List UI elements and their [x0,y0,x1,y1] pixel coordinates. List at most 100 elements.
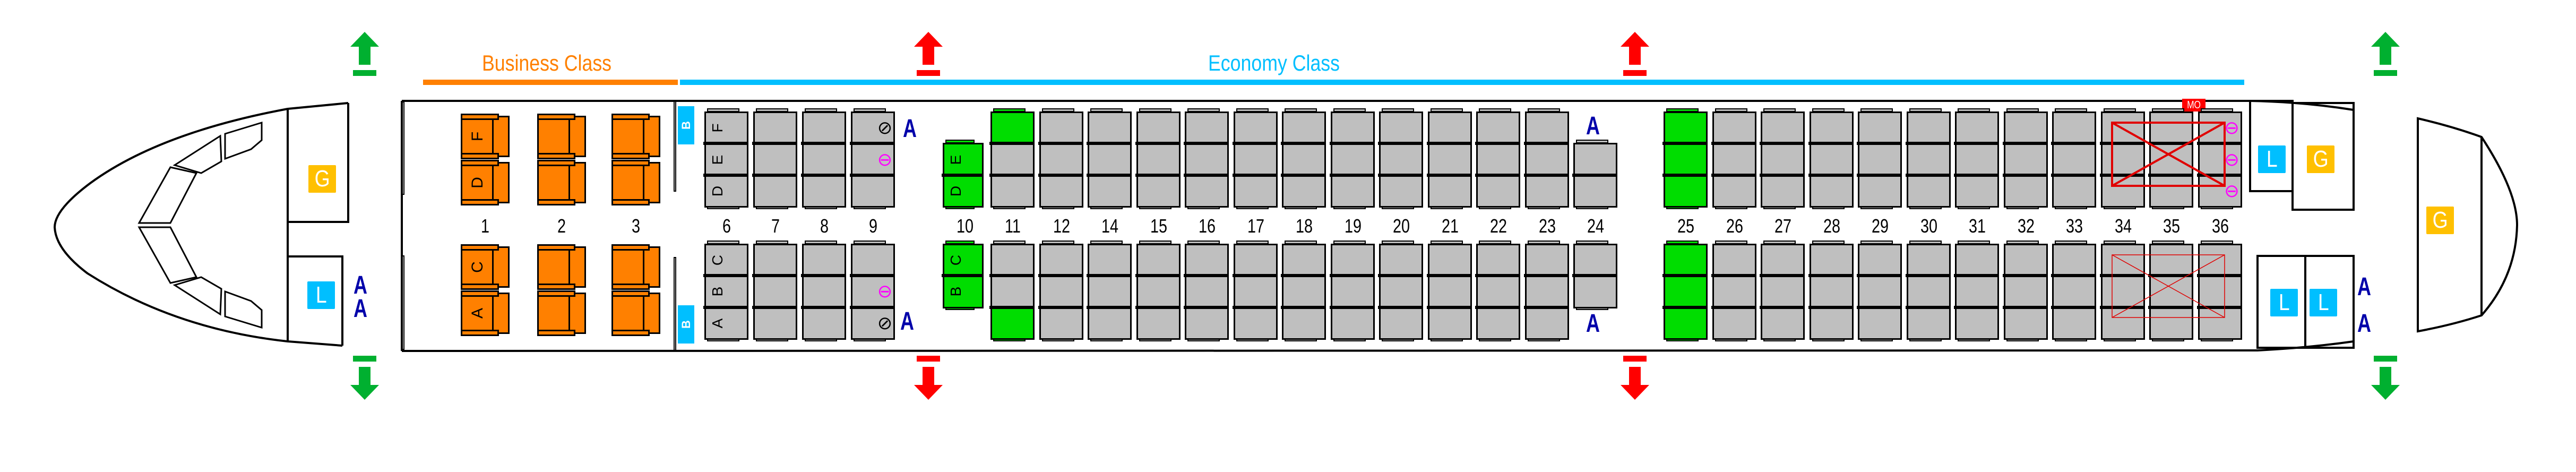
seat-33E[interactable] [2052,143,2096,176]
seat-8F[interactable] [802,111,846,145]
business-seat[interactable] [611,160,660,205]
seat-7A[interactable] [753,306,797,340]
seat-8C[interactable] [802,244,846,277]
seat-7F[interactable] [753,111,797,145]
seat-6D[interactable]: D [704,174,748,208]
seat-28E[interactable] [1809,143,1854,176]
seat-30A[interactable] [1906,306,1951,340]
seat-21B[interactable] [1427,275,1472,308]
seat-20A[interactable] [1379,306,1423,340]
seat-28F[interactable] [1809,111,1854,145]
seat-30E[interactable] [1906,143,1951,176]
seat-6E[interactable]: E [704,143,748,176]
seat-24C[interactable] [1573,244,1617,277]
seat-30F[interactable] [1906,111,1951,145]
seat-11B[interactable] [990,275,1035,308]
seat-27E[interactable] [1761,143,1805,176]
seat-36D[interactable]: ⊖ [2198,174,2242,208]
seat-22B[interactable] [1476,275,1520,308]
seat-33D[interactable] [2052,174,2096,208]
seat-15B[interactable] [1136,275,1181,308]
seat-23C[interactable] [1524,244,1569,277]
seat-8E[interactable] [802,143,846,176]
seat-21D[interactable] [1427,174,1472,208]
seat-25B[interactable] [1664,275,1708,308]
seat-29E[interactable] [1858,143,1902,176]
seat-15D[interactable] [1136,174,1181,208]
seat-19E[interactable] [1330,143,1375,176]
seat-14F[interactable] [1088,111,1132,145]
seat-11A[interactable] [990,306,1035,340]
seat-29B[interactable] [1858,275,1902,308]
seat-31B[interactable] [1955,275,1999,308]
seat-17F[interactable] [1233,111,1278,145]
seat-14E[interactable] [1088,143,1132,176]
seat-29A[interactable] [1858,306,1902,340]
seat-12D[interactable] [1039,174,1083,208]
seat-30C[interactable] [1906,244,1951,277]
seat-32D[interactable] [2003,174,2048,208]
seat-23A[interactable] [1524,306,1569,340]
business-seat[interactable] [537,244,586,290]
seat-18A[interactable] [1282,306,1326,340]
seat-11F[interactable] [990,111,1035,145]
seat-17E[interactable] [1233,143,1278,176]
seat-16F[interactable] [1185,111,1229,145]
seat-26C[interactable] [1712,244,1756,277]
seat-14B[interactable] [1088,275,1132,308]
seat-31D[interactable] [1955,174,1999,208]
seat-23E[interactable] [1524,143,1569,176]
seat-16C[interactable] [1185,244,1229,277]
seat-28C[interactable] [1809,244,1854,277]
seat-27D[interactable] [1761,174,1805,208]
seat-6A[interactable]: A [704,306,748,340]
seat-30D[interactable] [1906,174,1951,208]
seat-26F[interactable] [1712,111,1756,145]
seat-19F[interactable] [1330,111,1375,145]
seat-14A[interactable] [1088,306,1132,340]
seat-10B[interactable]: B [943,275,984,308]
seat-25E[interactable] [1664,143,1708,176]
seat-11E[interactable] [990,143,1035,176]
seat-33A[interactable] [2052,306,2096,340]
seat-18E[interactable] [1282,143,1326,176]
seat-18C[interactable] [1282,244,1326,277]
seat-17A[interactable] [1233,306,1278,340]
seat-21F[interactable] [1427,111,1472,145]
seat-14D[interactable] [1088,174,1132,208]
seat-29D[interactable] [1858,174,1902,208]
seat-26E[interactable] [1712,143,1756,176]
seat-10D[interactable]: D [943,174,984,208]
business-seat[interactable] [537,160,586,205]
seat-32F[interactable] [2003,111,2048,145]
seat-12A[interactable] [1039,306,1083,340]
business-seat[interactable]: F [461,114,510,159]
seat-28D[interactable] [1809,174,1854,208]
seat-27A[interactable] [1761,306,1805,340]
seat-21E[interactable] [1427,143,1472,176]
seat-22E[interactable] [1476,143,1520,176]
seat-12F[interactable] [1039,111,1083,145]
seat-22A[interactable] [1476,306,1520,340]
seat-6F[interactable]: F [704,111,748,145]
seat-11D[interactable] [990,174,1035,208]
seat-31A[interactable] [1955,306,1999,340]
seat-30B[interactable] [1906,275,1951,308]
seat-17B[interactable] [1233,275,1278,308]
seat-25C[interactable] [1664,244,1708,277]
seat-22D[interactable] [1476,174,1520,208]
seat-14C[interactable] [1088,244,1132,277]
seat-8A[interactable] [802,306,846,340]
seat-7B[interactable] [753,275,797,308]
seat-31C[interactable] [1955,244,1999,277]
seat-19D[interactable] [1330,174,1375,208]
seat-27B[interactable] [1761,275,1805,308]
seat-33F[interactable] [2052,111,2096,145]
seat-12E[interactable] [1039,143,1083,176]
seat-21A[interactable] [1427,306,1472,340]
seat-18D[interactable] [1282,174,1326,208]
seat-33C[interactable] [2052,244,2096,277]
seat-24D[interactable] [1573,174,1617,208]
seat-9F[interactable]: ⊘ [851,111,895,145]
business-seat[interactable] [611,290,660,336]
